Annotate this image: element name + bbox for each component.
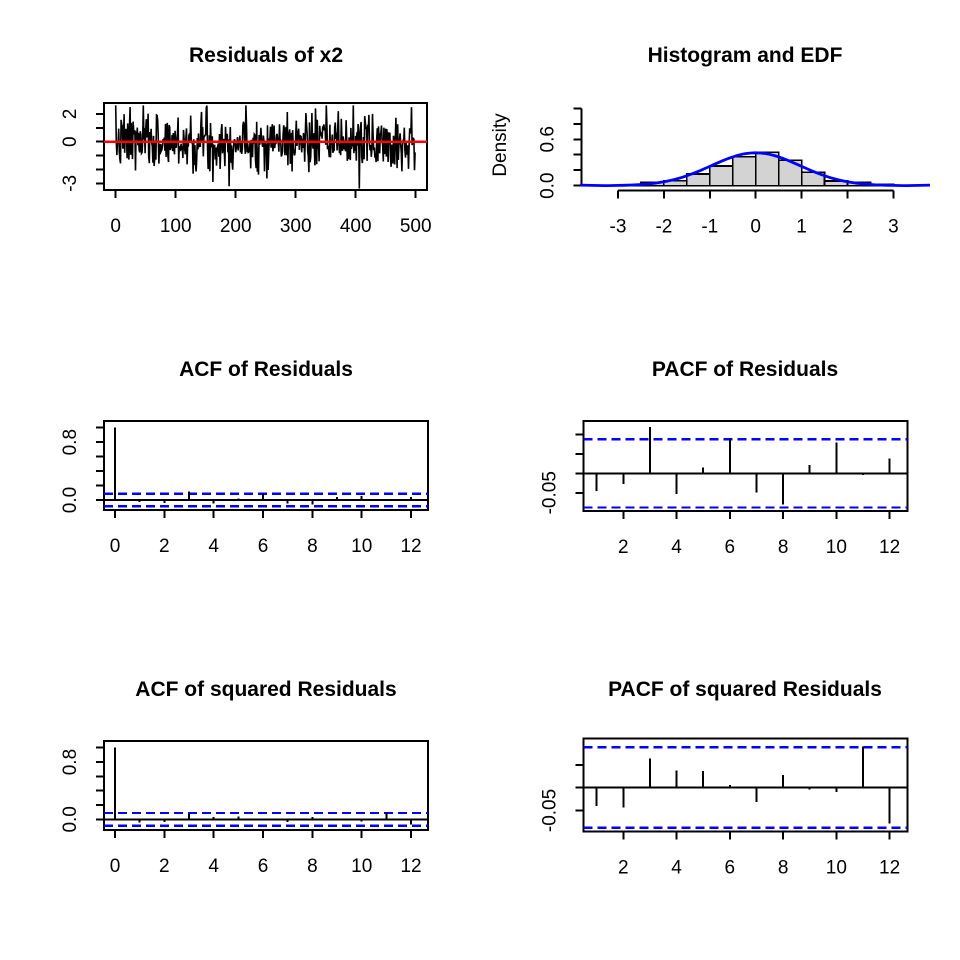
svg-text:2: 2 (842, 216, 853, 237)
panel-histogram: Histogram and EDF Density 0.0 0.6 -3 -2 -1 0 1… (490, 44, 931, 237)
pacf-squared-residuals-title: PACF of squared Residuals (608, 678, 882, 701)
svg-text:8: 8 (778, 858, 789, 879)
svg-text:2: 2 (60, 109, 81, 120)
svg-text:12: 12 (879, 537, 900, 558)
svg-text:0.6: 0.6 (538, 126, 559, 152)
residuals-title: Residuals of x2 (189, 44, 343, 67)
svg-text:6: 6 (725, 537, 736, 558)
svg-text:0: 0 (110, 856, 121, 877)
svg-text:0.0: 0.0 (60, 487, 81, 513)
svg-text:2: 2 (159, 856, 170, 877)
svg-text:0: 0 (60, 136, 81, 147)
histogram-bar (754, 151, 780, 187)
acf-residuals-plot-area: 0.0 0.8 0 2 4 6 8 10 12 (60, 420, 429, 557)
svg-text:500: 500 (400, 216, 432, 237)
svg-text:0.0: 0.0 (60, 806, 81, 832)
histogram-title: Histogram and EDF (648, 44, 843, 67)
svg-text:300: 300 (280, 216, 312, 237)
pacf-residuals-plot-area: -0.05 2 4 6 8 10 12 (539, 420, 909, 558)
acf-squared-residuals-plot-area: 0.0 0.8 0 2 4 6 8 10 12 (60, 740, 429, 877)
histogram-bar (731, 155, 757, 187)
svg-text:-0.05: -0.05 (539, 789, 560, 832)
svg-text:10: 10 (351, 856, 372, 877)
svg-text:4: 4 (671, 858, 682, 879)
svg-text:200: 200 (220, 216, 252, 237)
svg-text:-2: -2 (655, 216, 672, 237)
acf-squared-residuals-title: ACF of squared Residuals (135, 678, 396, 701)
svg-text:-3: -3 (60, 175, 81, 192)
svg-text:-3: -3 (610, 216, 627, 237)
svg-text:8: 8 (307, 536, 318, 557)
svg-text:100: 100 (160, 216, 192, 237)
svg-text:8: 8 (307, 856, 318, 877)
svg-text:10: 10 (826, 858, 847, 879)
svg-text:4: 4 (208, 856, 219, 877)
svg-text:12: 12 (879, 858, 900, 879)
svg-text:4: 4 (208, 536, 219, 557)
svg-text:-0.05: -0.05 (539, 471, 560, 514)
svg-text:2: 2 (159, 536, 170, 557)
svg-text:0: 0 (110, 536, 121, 557)
svg-text:0: 0 (110, 216, 121, 237)
svg-text:0.0: 0.0 (538, 172, 559, 198)
edf-curve (579, 151, 931, 187)
svg-text:-1: -1 (701, 216, 718, 237)
svg-text:6: 6 (258, 536, 269, 557)
svg-text:0.8: 0.8 (60, 429, 81, 455)
svg-text:10: 10 (351, 536, 372, 557)
svg-text:10: 10 (826, 537, 847, 558)
svg-text:400: 400 (340, 216, 372, 237)
panel-pacf-residuals: PACF of Residuals -0.05 2 4 6 8 10 12 (539, 358, 909, 558)
pacf-squared-residuals-plot-area: -0.05 2 4 6 8 10 12 (539, 737, 909, 879)
svg-text:12: 12 (400, 536, 421, 557)
svg-text:8: 8 (778, 537, 789, 558)
pacf-residuals-title: PACF of Residuals (652, 358, 838, 381)
svg-text:2: 2 (618, 537, 629, 558)
panel-pacf-squared-residuals: PACF of squared Residuals -0.05 2 4 6 8 10 12 (539, 678, 909, 879)
histogram-plot-area: 0.0 0.6 -3 -2 -1 0 1 2 3 (538, 107, 931, 237)
panel-acf-residuals: ACF of Residuals 0.0 0.8 0 2 4 6 8 10 12 (60, 358, 429, 557)
histogram-bar (708, 165, 734, 187)
svg-text:3: 3 (888, 216, 899, 237)
svg-text:0: 0 (750, 216, 761, 237)
acf-residuals-title: ACF of Residuals (179, 358, 353, 381)
svg-text:6: 6 (725, 858, 736, 879)
svg-text:0.8: 0.8 (60, 749, 81, 775)
panel-acf-squared-residuals: ACF of squared Residuals 0.0 0.8 0 2 4 6 8 10 12 (60, 678, 429, 877)
svg-text:4: 4 (671, 537, 682, 558)
svg-text:12: 12 (400, 856, 421, 877)
histogram-ylabel: Density (490, 113, 511, 177)
svg-text:6: 6 (258, 856, 269, 877)
svg-text:1: 1 (796, 216, 807, 237)
panel-residuals: Residuals of x2 2 0 -3 0 100 200 300 400 500 (60, 44, 432, 237)
residuals-plot-area: 2 0 -3 0 100 200 300 400 500 (60, 102, 432, 237)
svg-text:2: 2 (618, 858, 629, 879)
